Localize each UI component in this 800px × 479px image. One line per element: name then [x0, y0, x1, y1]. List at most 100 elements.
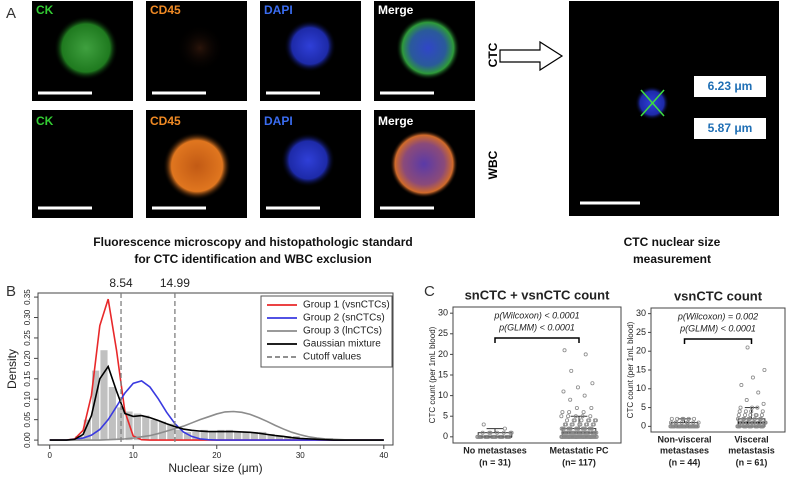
data-point	[588, 414, 593, 419]
data-point	[589, 426, 594, 431]
label-box	[694, 76, 766, 97]
category-label: Visceral	[734, 434, 768, 444]
cell	[281, 133, 335, 187]
data-point	[691, 420, 696, 425]
category-sublabel: (n = 31)	[479, 457, 511, 467]
y-tick-label: 0.25	[23, 330, 32, 346]
data-point	[587, 418, 592, 423]
data-point	[748, 413, 753, 418]
category-sublabel: (n = 44)	[669, 457, 701, 467]
data-point	[685, 420, 690, 425]
y-tick-label: 5	[443, 411, 448, 421]
data-point	[566, 414, 571, 419]
cell	[176, 24, 224, 72]
data-point	[759, 416, 764, 421]
histogram-bar	[200, 429, 208, 441]
data-point	[560, 410, 565, 415]
data-point	[752, 416, 757, 421]
data-point	[761, 424, 766, 429]
data-point	[568, 426, 573, 431]
histogram-bar	[192, 431, 200, 441]
data-point	[750, 375, 755, 380]
data-point	[760, 409, 765, 414]
arrow	[499, 40, 564, 72]
data-point	[563, 422, 568, 427]
micro-row-wbc: CK CD45 DAPI Merge	[32, 110, 475, 218]
y-tick-label: 10	[438, 390, 448, 400]
x-tick-label: 20	[212, 451, 221, 460]
cell	[54, 16, 118, 80]
data-point	[759, 413, 764, 418]
p-value: p(Wilcoxon) < 0.0001	[493, 310, 579, 320]
y-tick-label: 10	[636, 383, 646, 393]
data-point	[591, 422, 596, 427]
data-point	[738, 405, 743, 410]
data-point	[586, 430, 591, 435]
panel-label: B	[6, 283, 16, 300]
data-point	[762, 367, 767, 372]
y-tick-label: 15	[438, 369, 448, 379]
measurement: 5.87 μm	[708, 121, 753, 135]
data-point	[583, 352, 588, 357]
cutoff-label: 8.54	[109, 276, 133, 290]
data-point	[566, 434, 571, 439]
histogram-bar	[259, 431, 267, 441]
x-tick-label: 0	[47, 451, 52, 460]
category-label: metastasis	[728, 445, 775, 455]
histogram-bar	[234, 431, 242, 441]
data-point	[479, 434, 484, 439]
plot-frame	[37, 292, 394, 446]
y-tick-label: 0	[641, 421, 646, 431]
panel-label: A	[6, 5, 16, 22]
data-point	[745, 420, 750, 425]
data-point	[755, 424, 760, 429]
y-tick-label: 0.15	[23, 370, 32, 386]
histogram-bar	[225, 429, 233, 441]
data-point	[740, 420, 745, 425]
data-point	[488, 430, 493, 435]
image	[569, 1, 779, 216]
y-tick-label: 25	[438, 328, 448, 338]
data-point	[686, 416, 691, 421]
caption: for CTC identification and WBC exclusion	[134, 252, 371, 266]
data-point	[573, 414, 578, 419]
y-tick-label: 0.20	[23, 350, 32, 366]
data-point	[561, 389, 566, 394]
y-axis-label: Density	[5, 349, 19, 389]
data-point	[579, 418, 584, 423]
data-point	[756, 390, 761, 395]
x-tick-label: 30	[296, 451, 305, 460]
data-point	[565, 430, 570, 435]
cell	[390, 130, 458, 198]
data-point	[568, 397, 573, 402]
measurement-image: 6.23 μm 5.87 μm	[569, 1, 779, 216]
histogram-bar	[92, 370, 100, 441]
y-tick-label: 20	[438, 349, 448, 359]
data-point	[747, 416, 752, 421]
data-point	[752, 420, 757, 425]
histogram-bar	[217, 429, 225, 441]
histogram-bar	[150, 419, 158, 441]
channel-label: DAPI	[264, 114, 293, 128]
data-point	[672, 424, 677, 429]
data-point	[681, 416, 686, 421]
density-curve	[49, 410, 384, 441]
data-point	[690, 424, 695, 429]
data-point	[675, 416, 680, 421]
data-point	[560, 434, 565, 439]
density-curve	[49, 364, 384, 441]
data-point	[739, 383, 744, 388]
image	[32, 110, 133, 218]
data-point	[495, 430, 500, 435]
y-tick-label: 30	[636, 308, 646, 318]
data-point	[669, 416, 674, 421]
data-point	[502, 426, 507, 431]
channel-label: CK	[36, 3, 54, 17]
data-point	[581, 410, 586, 415]
data-point	[507, 434, 512, 439]
data-point	[573, 430, 578, 435]
histogram-bar	[242, 431, 250, 441]
histogram-bar	[183, 431, 192, 441]
